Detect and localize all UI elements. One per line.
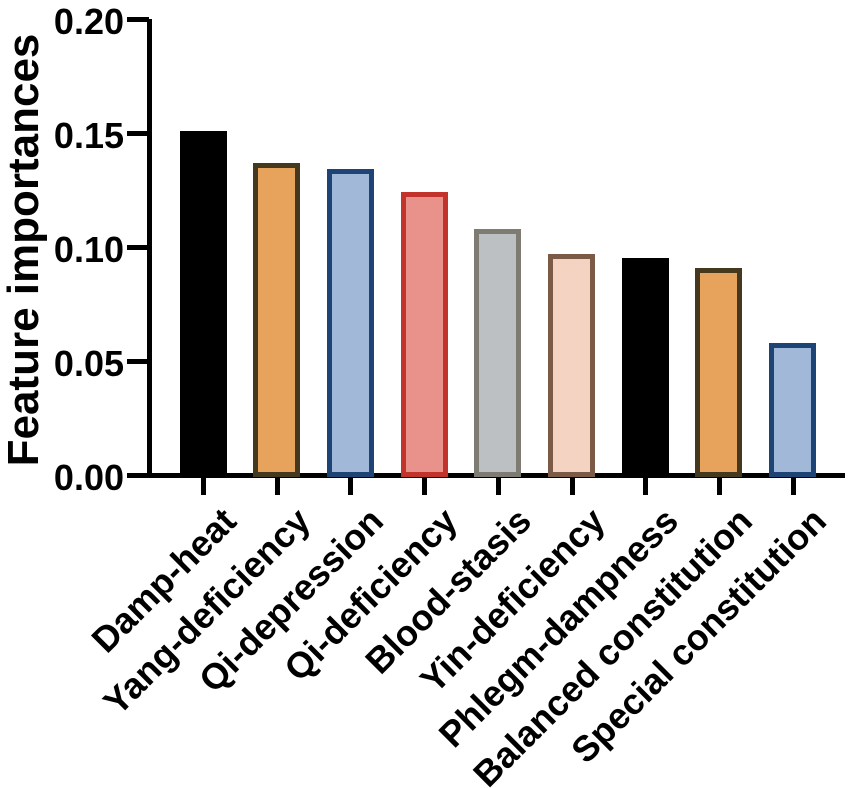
y-tick [127,131,149,136]
y-tick-label: 0.15 [53,115,124,156]
y-tick [127,245,149,250]
x-tick [348,478,354,495]
bar-qi-deficiency [400,192,448,477]
y-tick [127,17,149,22]
bar-yang-deficiency [253,162,301,477]
x-tick [274,478,280,495]
y-tick-label: 0.05 [53,343,124,384]
x-tick [495,478,501,495]
y-axis-line [147,19,152,478]
bar-special-constitution [769,342,817,477]
x-tick [422,478,428,495]
x-tick [201,478,206,495]
bar-phlegm-dampness [621,258,669,477]
bar-blood-stasis [474,228,522,477]
y-tick-label: 0.10 [53,229,124,270]
bar-yin-deficiency [548,253,595,477]
y-tick-label: 0.00 [53,457,124,498]
bar-damp-heat [179,130,227,477]
x-tick [643,478,649,495]
y-tick [127,359,149,364]
bar-balanced-constitution [695,267,743,477]
x-tick [569,478,575,495]
y-tick [127,473,149,478]
y-tick-label: 0.20 [53,1,124,42]
bar-qi-depression [326,169,374,477]
x-tick [716,478,722,495]
x-tick [790,478,796,495]
